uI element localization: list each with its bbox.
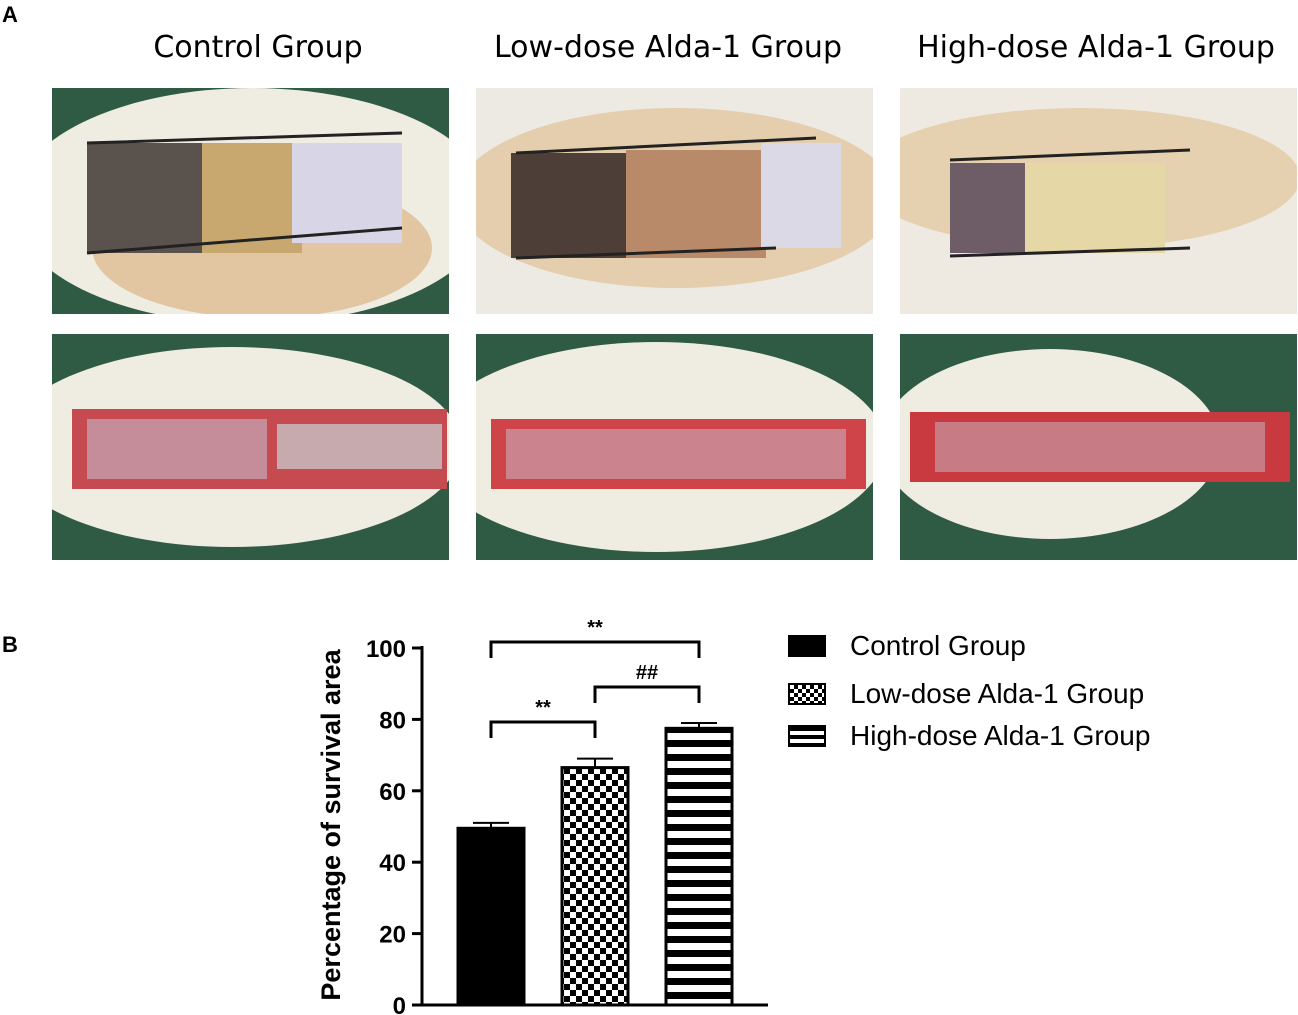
survival-area-bar-chart: Percentage of survival area 0 20 40 60 80 100… bbox=[316, 617, 768, 1015]
y-tick-label: 0 bbox=[393, 993, 406, 1015]
significance-bracket-0 bbox=[489, 640, 701, 658]
legend-label-low-dose: Low-dose Alda-1 Group bbox=[850, 678, 1145, 709]
photo-control-flap bbox=[52, 334, 449, 560]
photo-low-dose-flap bbox=[476, 334, 873, 560]
significance-label-1: ## bbox=[636, 662, 658, 684]
legend-label-control: Control Group bbox=[850, 630, 1026, 661]
title-low-dose-group: Low-dose Alda-1 Group bbox=[494, 30, 842, 65]
bar-0 bbox=[456, 826, 526, 1007]
significance-label-0: ** bbox=[587, 617, 603, 639]
bar-1 bbox=[560, 766, 630, 1007]
photo-control-skin bbox=[52, 88, 449, 314]
y-tick-label: 80 bbox=[379, 707, 406, 734]
photo-high-dose-flap bbox=[900, 334, 1297, 560]
y-tick-label: 40 bbox=[379, 850, 406, 877]
bar-2 bbox=[664, 726, 734, 1007]
y-tick-label: 60 bbox=[379, 779, 406, 806]
legend-swatch-stripes bbox=[788, 725, 826, 747]
title-control-group: Control Group bbox=[153, 30, 363, 65]
photo-high-dose-skin bbox=[900, 88, 1297, 314]
legend-swatch-solid bbox=[788, 635, 826, 657]
legend-swatch-checker bbox=[788, 683, 826, 705]
legend-label-high-dose: High-dose Alda-1 Group bbox=[850, 720, 1151, 751]
significance-label-2: ** bbox=[535, 697, 551, 719]
y-tick-label: 20 bbox=[379, 922, 406, 949]
panel-a-letter: A bbox=[2, 2, 18, 27]
significance-bracket-2 bbox=[489, 720, 597, 738]
panel-b-letter: B bbox=[2, 632, 18, 657]
significance-bracket-1 bbox=[593, 685, 701, 703]
title-high-dose-group: High-dose Alda-1 Group bbox=[917, 30, 1275, 65]
y-tick-label: 100 bbox=[366, 636, 406, 663]
photo-low-dose-skin bbox=[476, 88, 873, 314]
y-axis-label: Percentage of survival area bbox=[316, 648, 346, 1000]
